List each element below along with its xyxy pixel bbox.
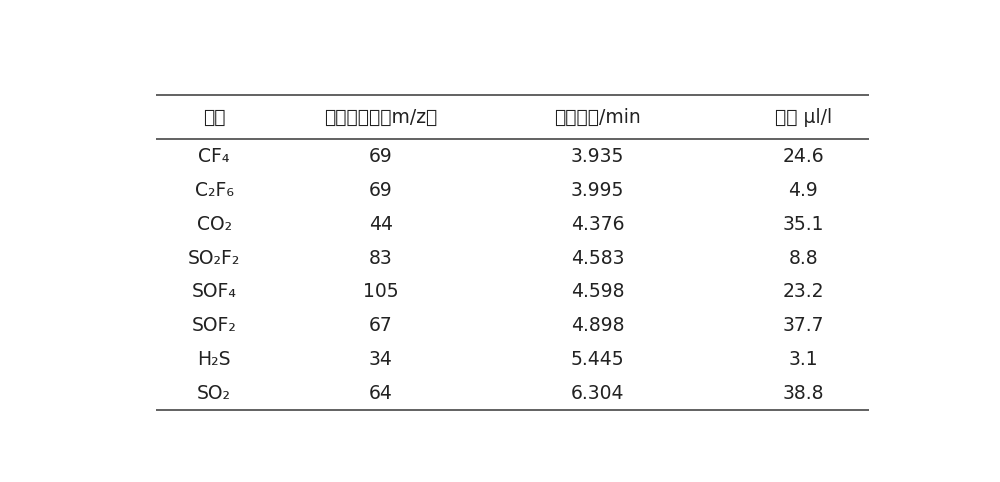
Text: SO₂: SO₂ xyxy=(197,384,231,403)
Text: 浓度 μl/l: 浓度 μl/l xyxy=(775,107,832,127)
Text: 4.598: 4.598 xyxy=(571,282,624,301)
Text: 4.583: 4.583 xyxy=(571,249,624,268)
Text: 64: 64 xyxy=(369,384,393,403)
Text: SOF₂: SOF₂ xyxy=(192,316,237,335)
Text: 67: 67 xyxy=(369,316,393,335)
Text: CO₂: CO₂ xyxy=(197,214,232,234)
Text: SO₂F₂: SO₂F₂ xyxy=(188,249,240,268)
Text: 83: 83 xyxy=(369,249,393,268)
Text: 44: 44 xyxy=(369,214,393,234)
Text: 4.898: 4.898 xyxy=(571,316,624,335)
Text: 24.6: 24.6 xyxy=(782,147,824,166)
Text: SOF₄: SOF₄ xyxy=(192,282,237,301)
Text: 4.9: 4.9 xyxy=(788,181,818,200)
Text: C₂F₆: C₂F₆ xyxy=(195,181,234,200)
Text: 6.304: 6.304 xyxy=(571,384,624,403)
Text: 38.8: 38.8 xyxy=(782,384,824,403)
Text: 8.8: 8.8 xyxy=(788,249,818,268)
Text: 组分: 组分 xyxy=(203,107,225,127)
Text: 34: 34 xyxy=(369,350,393,369)
Text: CF₄: CF₄ xyxy=(198,147,230,166)
Text: 37.7: 37.7 xyxy=(782,316,824,335)
Text: 35.1: 35.1 xyxy=(782,214,824,234)
Text: 3.1: 3.1 xyxy=(788,350,818,369)
Text: 69: 69 xyxy=(369,147,393,166)
Text: 105: 105 xyxy=(363,282,399,301)
Text: H₂S: H₂S xyxy=(197,350,231,369)
Text: 3.995: 3.995 xyxy=(571,181,624,200)
Text: 目标离子峰（m/z）: 目标离子峰（m/z） xyxy=(324,107,437,127)
Text: 保留时间/min: 保留时间/min xyxy=(554,107,641,127)
Text: 23.2: 23.2 xyxy=(782,282,824,301)
Text: 4.376: 4.376 xyxy=(571,214,624,234)
Text: 5.445: 5.445 xyxy=(571,350,625,369)
Text: 69: 69 xyxy=(369,181,393,200)
Text: 3.935: 3.935 xyxy=(571,147,624,166)
